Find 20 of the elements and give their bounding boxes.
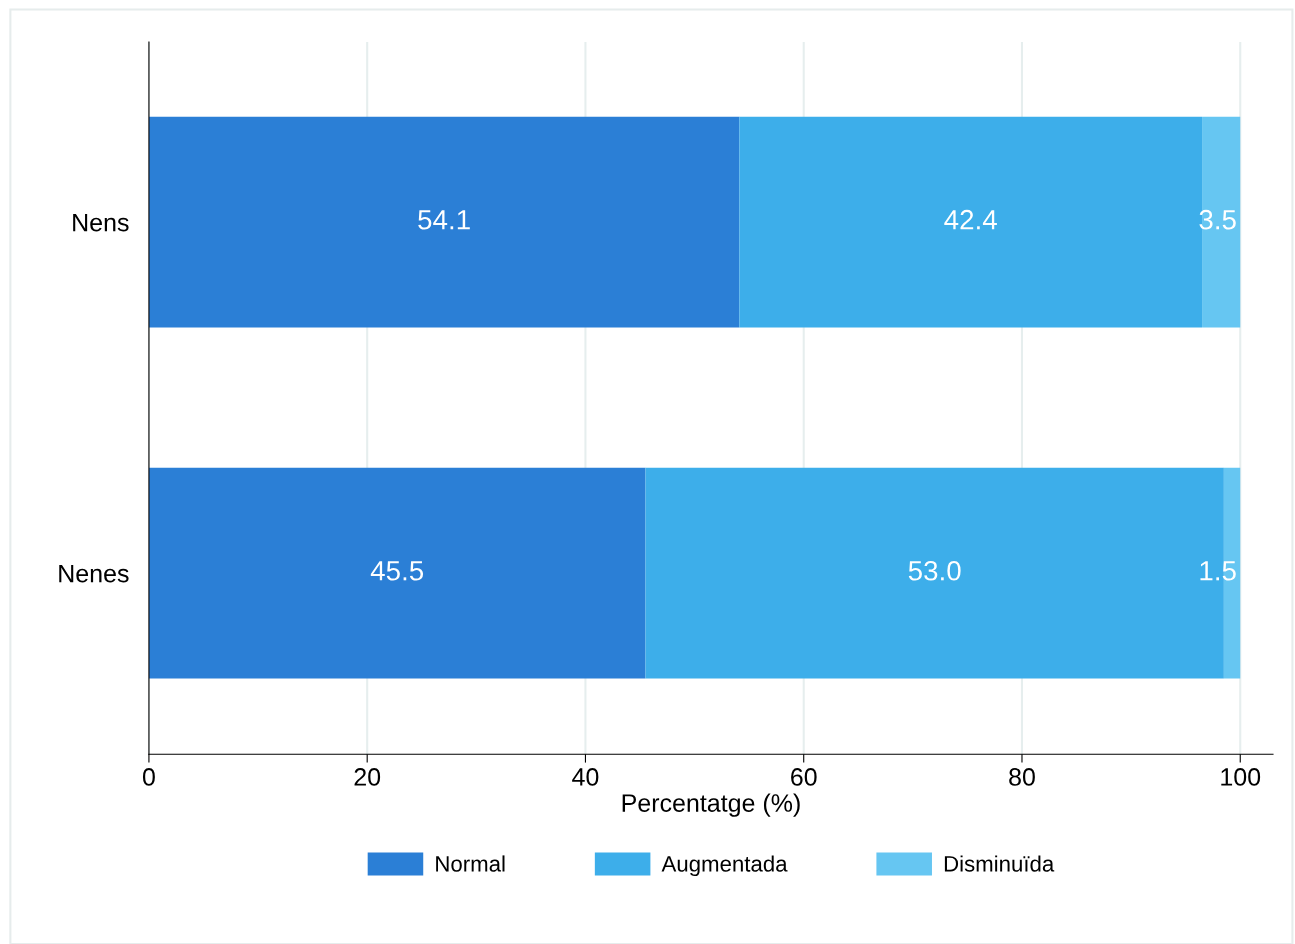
- legend-label: Augmentada: [661, 855, 788, 877]
- x-tick-label: 80: [1009, 768, 1035, 786]
- x-tick-label: 20: [354, 768, 381, 786]
- data-label: 3.5: [1199, 209, 1236, 230]
- y-tick-label: Nenes: [59, 564, 129, 583]
- legend-label: Disminuïda: [944, 855, 1055, 872]
- legend-label: Normal: [436, 855, 505, 872]
- data-label: 1.5: [1200, 561, 1236, 581]
- x-tick-label: 0: [142, 768, 155, 786]
- data-label: 42.4: [944, 209, 997, 230]
- data-label: 54.1: [418, 210, 470, 230]
- x-tick-label: 60: [791, 768, 817, 786]
- bar: [148, 467, 646, 679]
- x-tick-label: 40: [572, 768, 599, 786]
- x-axis-title: Percentatge (%): [622, 793, 800, 817]
- data-label: 45.5: [370, 561, 424, 581]
- y-tick-label: Nens: [73, 213, 129, 232]
- data-label: 53.0: [908, 560, 961, 581]
- bar: [148, 116, 740, 328]
- x-tick-label: 100: [1221, 768, 1261, 786]
